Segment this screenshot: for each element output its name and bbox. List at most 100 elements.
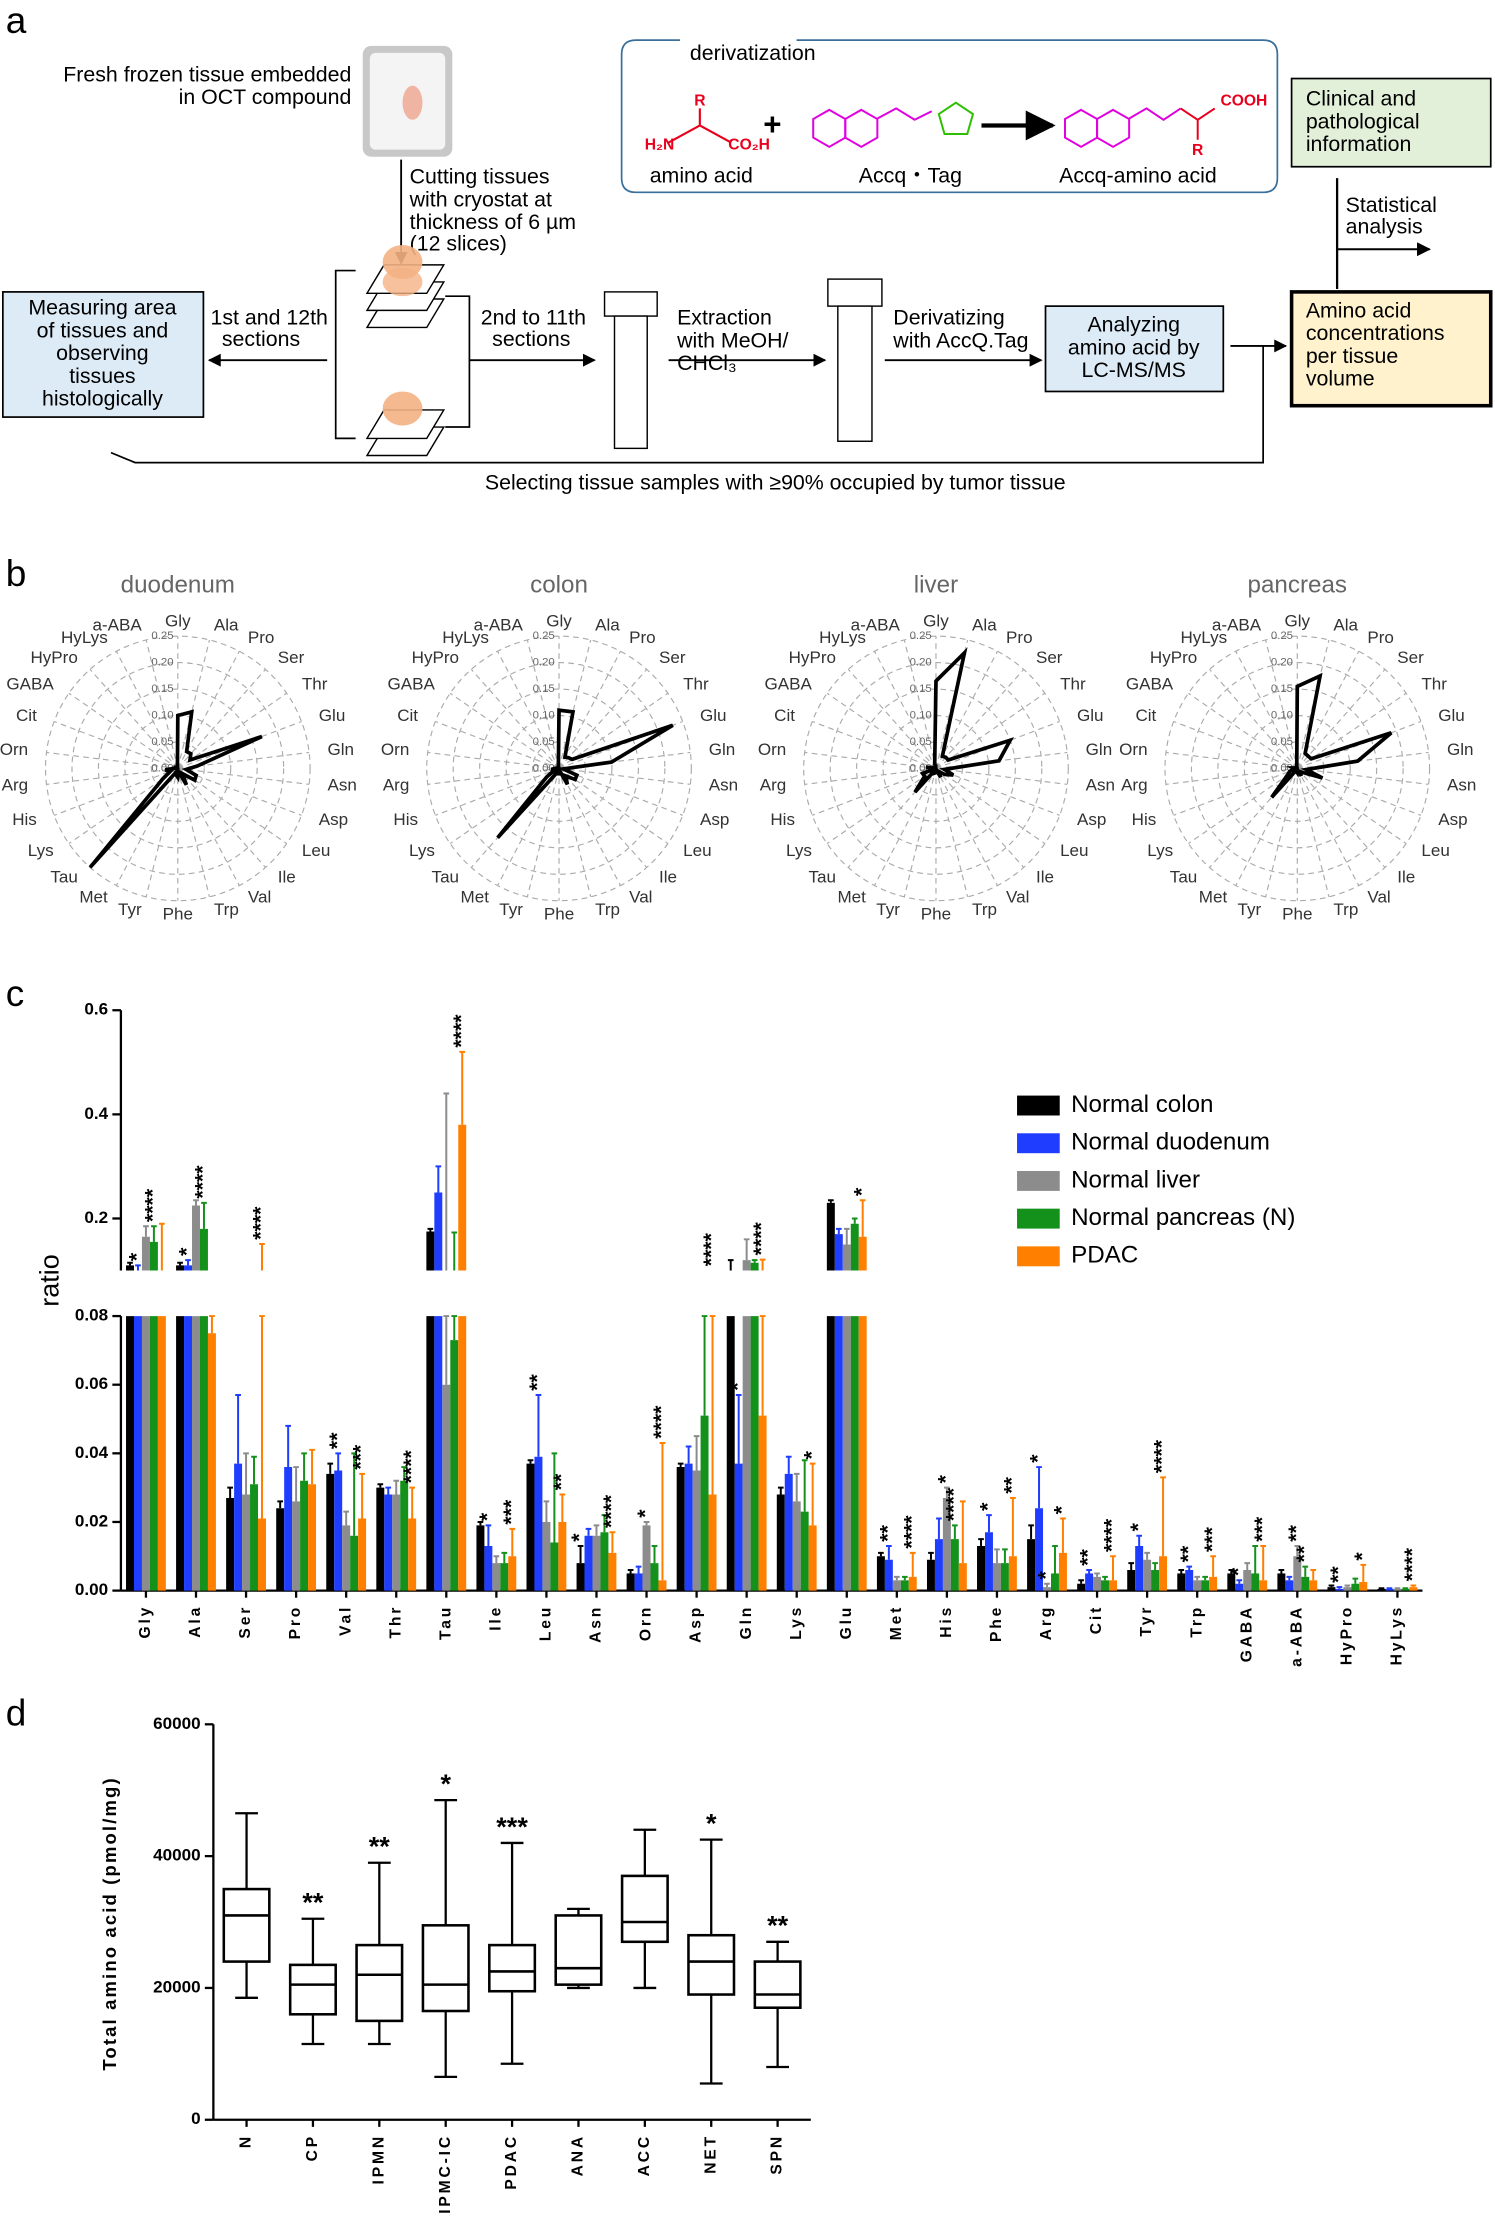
label: with MeOH/ [676, 328, 788, 352]
error-bar [835, 1227, 842, 1235]
axis-label: Asn [1086, 776, 1115, 795]
bar [742, 1260, 751, 1591]
x-tick-label: Phe [988, 1605, 1005, 1642]
bar [350, 1535, 359, 1591]
significance: *** [496, 1812, 528, 1842]
spoke [812, 767, 937, 816]
spoke [558, 767, 669, 845]
axis-label: Tyr [1238, 900, 1262, 919]
label: thickness of 6 µm [410, 210, 576, 234]
r-tick-label: 0.05 [533, 736, 555, 748]
x-tick-label: a-ABA [1288, 1605, 1305, 1667]
error-bar [827, 1199, 834, 1203]
significance: **** [699, 1232, 723, 1266]
error-bar [177, 1261, 183, 1266]
error-bar [677, 1462, 684, 1468]
spoke [177, 639, 211, 769]
spoke [935, 767, 1068, 785]
bar [950, 1539, 959, 1591]
bar [558, 1521, 567, 1591]
significance: * [633, 1509, 657, 1518]
r-tick-label: 0.10 [533, 710, 555, 722]
axis-label: HyLys [61, 628, 108, 647]
error-bar [535, 1393, 542, 1457]
bar [149, 1241, 158, 1591]
label: pathological [1306, 109, 1420, 133]
spoke [1296, 768, 1360, 886]
bar [400, 1480, 409, 1591]
bar [1259, 1580, 1268, 1591]
error-bar [878, 1551, 884, 1557]
y-tick-label: 0.06 [75, 1374, 108, 1393]
axis-label: Tyr [499, 900, 523, 919]
error-bar [952, 1524, 958, 1540]
label: observing [56, 341, 148, 365]
bar [692, 1470, 701, 1591]
error-bar [135, 1264, 141, 1271]
bar [442, 1384, 451, 1591]
error-bar [343, 1510, 350, 1526]
axis-label: Glu [700, 706, 727, 725]
axis-label: Thr [302, 675, 328, 694]
spoke [435, 767, 560, 816]
axis-label: Pro [1367, 628, 1394, 647]
axis-label: Leu [302, 841, 330, 860]
significance: ** [302, 1888, 324, 1918]
bar [334, 1470, 343, 1591]
significance: *** [1250, 1516, 1274, 1542]
bar [1058, 1552, 1067, 1591]
error-bar [1186, 1565, 1193, 1571]
y-tick-label: 0.02 [75, 1511, 108, 1530]
error-bar [285, 1424, 291, 1468]
box [288, 1963, 337, 2016]
r-tick-label: 0.15 [910, 683, 932, 695]
whisker [235, 1812, 258, 1999]
y-axis-label: ratio [34, 1254, 64, 1307]
axis-label: HyPro [789, 648, 836, 667]
spoke [177, 669, 266, 769]
bar [634, 1573, 643, 1591]
axis-label: a-ABA [851, 616, 901, 635]
r-tick-label: 0.25 [1271, 630, 1293, 642]
error-bar [377, 1483, 384, 1488]
error-bar [201, 1201, 207, 1229]
axis-label: HyPro [1150, 648, 1197, 667]
r-tick-label: 0.00 [533, 762, 555, 774]
bar [758, 1415, 767, 1591]
x-tick-label: Trp [1188, 1605, 1205, 1638]
error-bar [1102, 1575, 1108, 1581]
box [687, 1933, 736, 1996]
radar-line [496, 708, 674, 839]
axis-label: Phe [921, 904, 951, 923]
error-bar [543, 1500, 550, 1522]
y-tick-label: 0.4 [84, 1104, 108, 1123]
axis-label: a-ABA [1212, 616, 1262, 635]
spoke [558, 669, 648, 769]
x-tick-label: Ala [187, 1605, 204, 1638]
label: sections [492, 327, 570, 351]
error-bar [301, 1452, 307, 1481]
error-bar [1086, 1569, 1092, 1574]
significance: **** [1150, 1439, 1174, 1473]
significance: * [1226, 1567, 1250, 1576]
bar [1293, 1556, 1302, 1591]
error-bar [1328, 1584, 1335, 1588]
x-tick-label: HyLys [1389, 1605, 1406, 1666]
spoke [1296, 767, 1407, 845]
bar [1050, 1573, 1059, 1591]
significance: * [976, 1502, 1000, 1511]
label: of tissues and [37, 318, 169, 342]
bracket [334, 269, 356, 440]
spoke [1235, 651, 1298, 769]
legend-label: Normal duodenum [1071, 1129, 1270, 1156]
axis-label: Lys [786, 841, 812, 860]
spoke [526, 768, 560, 898]
label: (12 slices) [410, 232, 507, 256]
error-bar [693, 1435, 700, 1471]
axis-label: Val [1367, 888, 1390, 907]
axis-label: HyPro [412, 648, 459, 667]
r-tick-label: 0.25 [910, 630, 932, 642]
error-bar [1252, 1544, 1259, 1574]
axis-label: Asn [1447, 776, 1476, 795]
spoke [53, 767, 179, 816]
